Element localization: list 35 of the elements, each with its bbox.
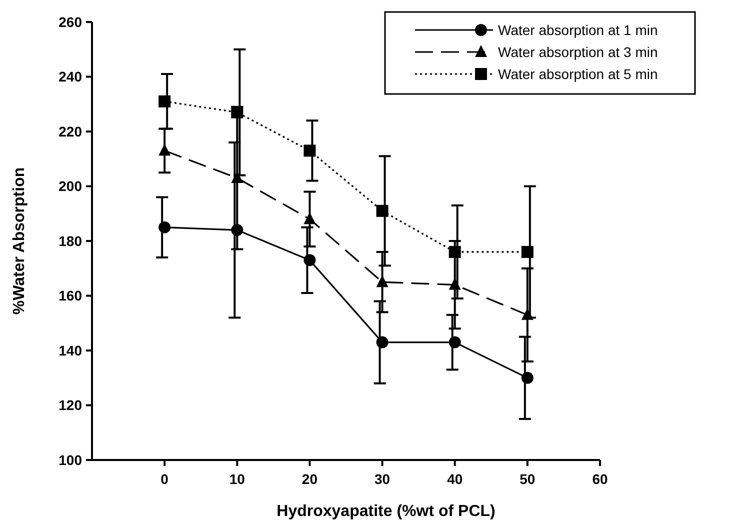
- x-tick-label: 20: [302, 471, 318, 487]
- y-tick-label: 140: [58, 342, 82, 358]
- x-tick-label: 60: [592, 471, 608, 487]
- y-tick-label: 120: [58, 397, 82, 414]
- point: [231, 106, 244, 118]
- legend-label: Water absorption at 5 min: [498, 66, 658, 82]
- point: [376, 275, 388, 288]
- point: [304, 254, 316, 266]
- point: [304, 144, 316, 157]
- point: [376, 336, 388, 348]
- point: [521, 372, 534, 384]
- x-axis-title: Hydroxyapatite (%wt of PCL): [276, 503, 496, 520]
- x-tick-label: 50: [520, 471, 536, 487]
- y-tick-label: 100: [58, 452, 82, 468]
- y-axis-title: %Water Absorption: [11, 167, 28, 315]
- point: [158, 95, 171, 108]
- point: [376, 204, 388, 217]
- legend-label: Water absorption at 1 min: [498, 22, 658, 38]
- y-tick-label: 220: [58, 123, 82, 140]
- y-tick-label: 240: [58, 68, 82, 85]
- point: [158, 221, 171, 234]
- x-tick-label: 0: [160, 471, 169, 487]
- y-tick-label: 160: [58, 288, 82, 304]
- x-tick-label: 10: [229, 471, 246, 487]
- x-tick-label: 30: [374, 471, 390, 487]
- y-tick-label: 260: [58, 14, 82, 30]
- point: [448, 246, 461, 258]
- point: [448, 336, 461, 348]
- point: [304, 212, 316, 224]
- point: [521, 246, 534, 258]
- x-tick-label: 40: [447, 471, 463, 487]
- y-tick-label: 200: [58, 178, 82, 194]
- y-tick-label: 180: [58, 232, 82, 249]
- point: [158, 144, 171, 156]
- legend-label: Water absorption at 3 min: [498, 44, 658, 60]
